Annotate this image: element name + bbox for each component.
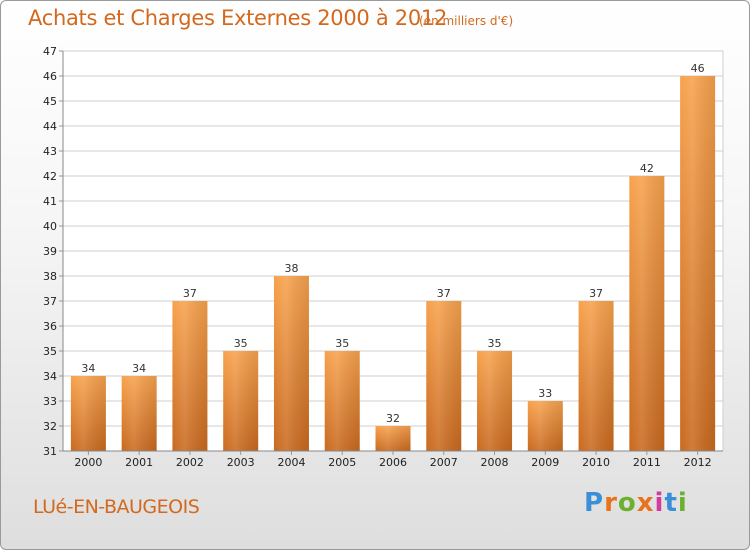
- brand-letter: P: [584, 488, 605, 518]
- data-label: 35: [488, 337, 502, 350]
- data-label: 37: [437, 287, 451, 300]
- data-label: 34: [81, 362, 95, 375]
- y-tick-label: 31: [43, 445, 57, 458]
- bar-shading: [375, 426, 411, 451]
- bar-shading: [273, 276, 309, 451]
- brand-letter: x: [636, 488, 655, 518]
- bar-shading: [477, 351, 513, 451]
- data-label: 35: [335, 337, 349, 350]
- y-tick-label: 37: [43, 295, 57, 308]
- brand-logo[interactable]: Proxiti: [584, 488, 688, 518]
- bar-shading: [223, 351, 259, 451]
- bar-shading: [680, 76, 716, 451]
- brand-letter: o: [617, 488, 637, 518]
- y-tick-label: 41: [43, 195, 57, 208]
- x-tick-label: 2004: [277, 456, 305, 469]
- data-label: 33: [538, 387, 552, 400]
- x-tick-label: 2002: [176, 456, 204, 469]
- chart-subtitle: (en milliers d'€): [419, 14, 514, 28]
- bar-shading: [629, 176, 665, 451]
- y-tick-label: 33: [43, 395, 57, 408]
- data-label: 38: [284, 262, 298, 275]
- x-tick-label: 2008: [481, 456, 509, 469]
- brand-letter: r: [604, 488, 618, 518]
- y-tick-label: 32: [43, 420, 57, 433]
- x-tick-label: 2001: [125, 456, 153, 469]
- y-tick-label: 38: [43, 270, 57, 283]
- data-label: 34: [132, 362, 146, 375]
- bar-shading: [426, 301, 462, 451]
- data-label: 37: [183, 287, 197, 300]
- bar-shading: [172, 301, 208, 451]
- data-label: 46: [691, 62, 705, 75]
- y-tick-label: 47: [43, 45, 57, 58]
- brand-letter: i: [654, 488, 665, 518]
- y-tick-label: 43: [43, 145, 57, 158]
- x-tick-label: 2012: [684, 456, 712, 469]
- y-tick-label: 42: [43, 170, 57, 183]
- y-tick-label: 36: [43, 320, 57, 333]
- data-label: 35: [234, 337, 248, 350]
- x-tick-label: 2005: [328, 456, 356, 469]
- chart-title: Achats et Charges Externes 2000 à 2012: [28, 6, 448, 30]
- x-tick-label: 2007: [430, 456, 458, 469]
- y-tick-label: 44: [43, 120, 57, 133]
- x-tick-label: 2010: [582, 456, 610, 469]
- brand-letter: i: [677, 488, 688, 518]
- x-tick-label: 2011: [633, 456, 661, 469]
- x-tick-label: 2003: [227, 456, 255, 469]
- bar-shading: [70, 376, 106, 451]
- data-label: 32: [386, 412, 400, 425]
- y-tick-label: 35: [43, 345, 57, 358]
- place-name: LUé-EN-BAUGEOIS: [33, 496, 200, 518]
- y-tick-label: 46: [43, 70, 57, 83]
- bar-shading: [121, 376, 157, 451]
- y-tick-label: 34: [43, 370, 57, 383]
- y-tick-label: 45: [43, 95, 57, 108]
- data-label: 37: [589, 287, 603, 300]
- bar-shading: [527, 401, 563, 451]
- y-tick-label: 40: [43, 220, 57, 233]
- plot-area: 31 32 33 34 35 36 37 38 39 40 41 42 43 44 45 46 47 34 2000…: [43, 45, 724, 469]
- x-tick-label: 2009: [531, 456, 559, 469]
- x-tick-label: 2000: [74, 456, 102, 469]
- x-tick-label: 2006: [379, 456, 407, 469]
- data-label: 42: [640, 162, 654, 175]
- bar-shading: [324, 351, 360, 451]
- brand-letter: t: [664, 488, 678, 518]
- bar-shading: [578, 301, 614, 451]
- y-tick-label: 39: [43, 245, 57, 258]
